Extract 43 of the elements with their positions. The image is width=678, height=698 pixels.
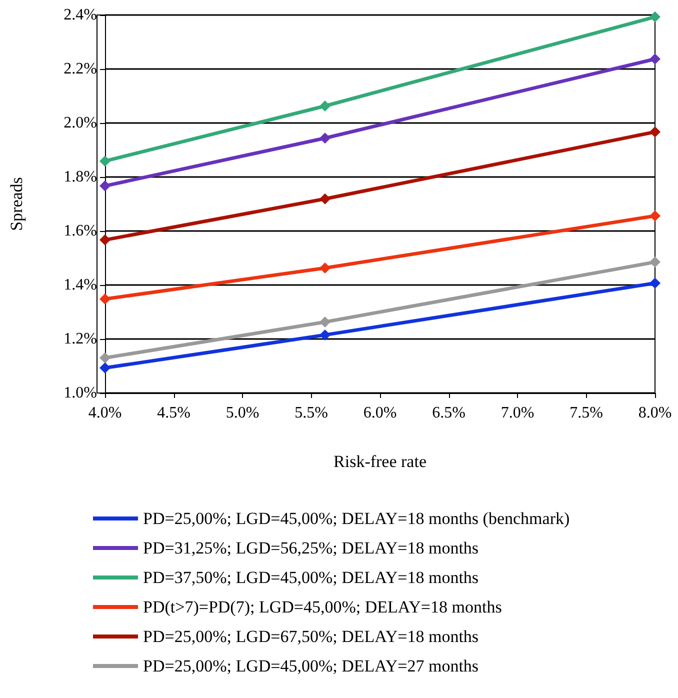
x-tick-label: 8.0% <box>638 404 672 422</box>
point <box>100 362 110 374</box>
point <box>650 278 660 289</box>
point <box>320 316 330 328</box>
point <box>650 11 660 22</box>
legend-label: PD=37,50%; LGD=45,00%; DELAY=18 months <box>143 568 479 587</box>
point <box>320 132 330 144</box>
point <box>320 193 330 204</box>
y-tick-label: 2.0% <box>64 114 97 132</box>
y-tick-label: 1.8% <box>64 168 97 186</box>
x-tick-label: 4.5% <box>157 404 190 422</box>
x-axis-title: Risk-free rate <box>334 452 426 471</box>
x-tick-label: 5.0% <box>226 404 260 422</box>
legend-label: PD=25,00%; LGD=45,00%; DELAY=27 months <box>143 656 479 676</box>
y-tick-label: 1.6% <box>64 222 97 240</box>
y-tick-label: 1.4% <box>64 276 97 294</box>
point <box>100 352 110 364</box>
point <box>650 256 660 268</box>
y-tick-label: 2.4% <box>64 6 97 24</box>
point <box>650 54 660 65</box>
y-tick-label: 1.2% <box>64 330 97 348</box>
point <box>100 156 110 167</box>
x-tick-label: 4.0% <box>88 404 122 422</box>
point <box>320 262 330 274</box>
x-tick-label: 6.5% <box>432 404 466 422</box>
legend-label: PD=25,00%; LGD=45,00%; DELAY=18 months (benchmark) <box>143 509 570 528</box>
legend-label: PD=25,00%; LGD=67,50%; DELAY=18 months <box>143 627 479 646</box>
y-tick-label: 2.2% <box>64 60 97 78</box>
point <box>100 180 110 192</box>
legend-label: PD=31,25%; LGD=56,25%; DELAY=18 months <box>143 538 479 558</box>
x-tick-label: 7.5% <box>570 404 603 422</box>
point <box>650 126 660 138</box>
y-axis-title: Spreads <box>7 177 26 231</box>
point <box>100 234 110 246</box>
x-tick-label: 6.0% <box>363 404 397 422</box>
x-tick-label: 5.5% <box>294 404 328 422</box>
point <box>100 294 110 305</box>
legend-label: PD(t>7)=PD(7); LGD=45,00%; DELAY=18 months <box>143 598 502 616</box>
x-tick-label: 7.0% <box>500 404 534 422</box>
point <box>320 329 330 340</box>
point <box>320 100 330 112</box>
y-tick-label: 1.0% <box>64 384 97 402</box>
point <box>650 210 660 222</box>
